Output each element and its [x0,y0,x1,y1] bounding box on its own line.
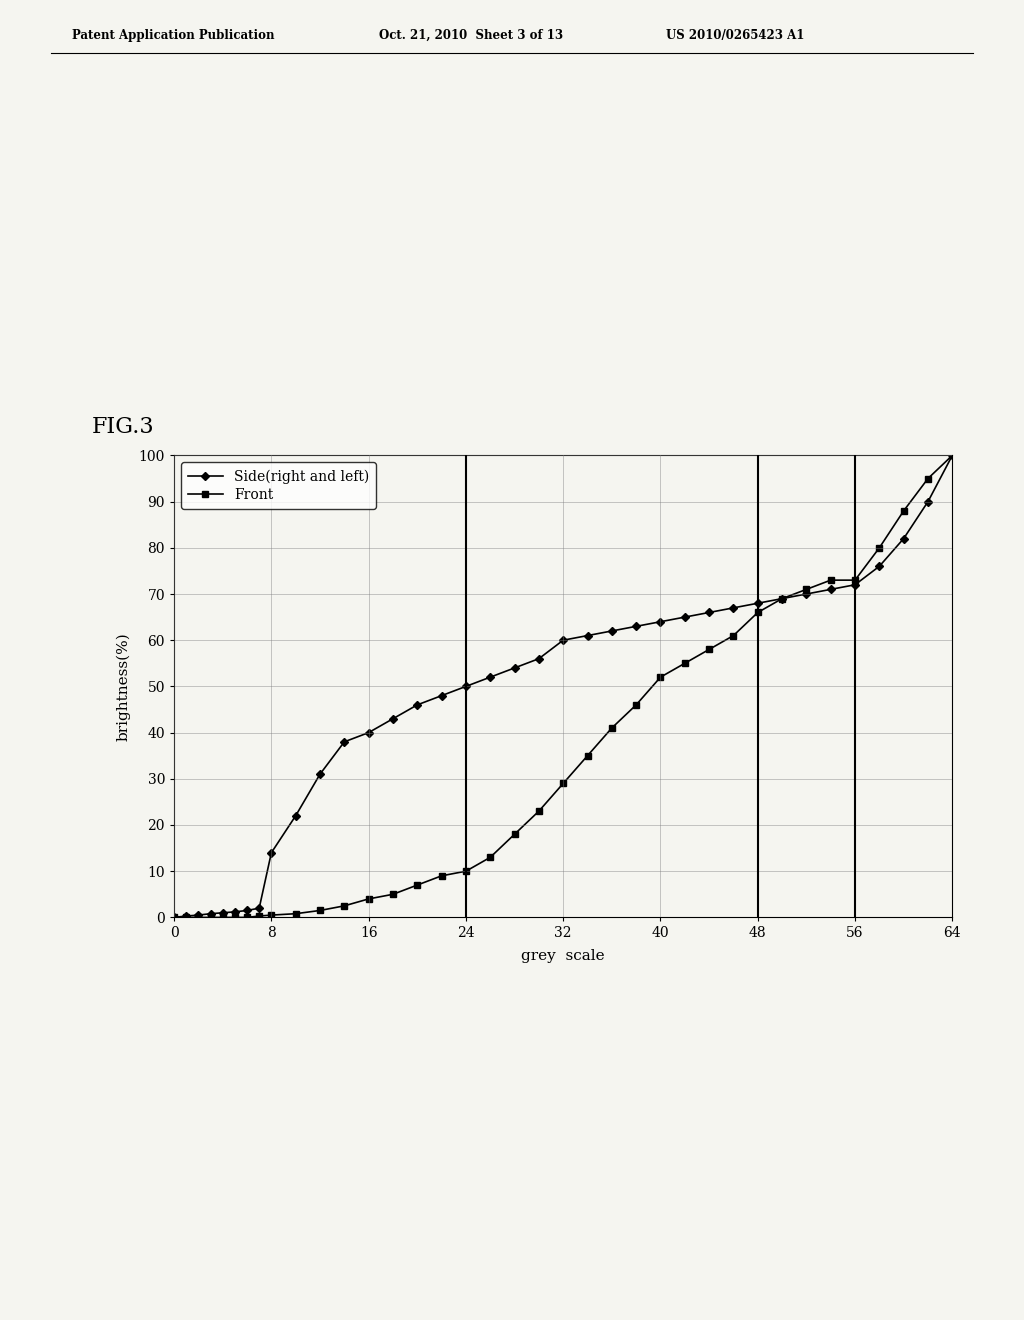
Side(right and left) [313,766,326,781]
Side(right and left) [702,605,715,620]
Front [387,887,399,903]
Text: US 2010/0265423 A1: US 2010/0265423 A1 [666,29,804,42]
Front [849,573,861,589]
Side(right and left) [679,609,691,624]
Side(right and left) [801,586,813,602]
Side(right and left) [205,906,217,921]
Side(right and left) [217,906,229,921]
Side(right and left) [922,494,934,510]
Line: Front: Front [171,453,955,920]
Side(right and left) [193,907,205,923]
Side(right and left) [362,725,375,741]
Front [752,605,764,620]
Front [168,909,180,925]
Front [253,908,265,924]
Side(right and left) [727,599,739,615]
Front [582,747,594,763]
Front [727,627,739,643]
Front [193,909,205,925]
Front [228,909,241,925]
Front [338,898,350,913]
Front [241,909,253,925]
Front [217,909,229,925]
Front [946,447,958,463]
Side(right and left) [253,900,265,916]
Side(right and left) [228,904,241,920]
Side(right and left) [387,710,399,726]
Side(right and left) [265,845,278,861]
Side(right and left) [484,669,497,685]
Side(right and left) [180,908,193,924]
Side(right and left) [776,590,788,606]
Front [435,869,447,884]
Front [557,776,569,792]
Front [484,850,497,866]
Front [460,863,472,879]
Front [362,891,375,907]
Front [873,540,886,556]
Side(right and left) [897,531,910,546]
Side(right and left) [241,903,253,919]
Side(right and left) [532,651,545,667]
Side(right and left) [654,614,667,630]
Front [180,909,193,925]
Front [679,655,691,671]
Side(right and left) [460,678,472,694]
Side(right and left) [824,581,837,597]
Front [776,590,788,606]
Front [205,909,217,925]
Front [824,573,837,589]
Front [532,803,545,818]
Front [411,878,424,894]
Y-axis label: brightness(%): brightness(%) [116,632,130,741]
Front [702,642,715,657]
X-axis label: grey  scale: grey scale [521,949,605,962]
Side(right and left) [873,558,886,574]
Front [801,581,813,597]
Side(right and left) [290,808,302,824]
Front [654,669,667,685]
Side(right and left) [338,734,350,750]
Side(right and left) [411,697,424,713]
Front [509,826,521,842]
Side(right and left) [752,595,764,611]
Side(right and left) [435,688,447,704]
Side(right and left) [849,577,861,593]
Side(right and left) [606,623,618,639]
Side(right and left) [557,632,569,648]
Front [290,906,302,921]
Front [313,903,326,919]
Legend: Side(right and left), Front: Side(right and left), Front [181,462,376,508]
Front [265,907,278,923]
Front [922,471,934,487]
Side(right and left) [946,447,958,463]
Side(right and left) [509,660,521,676]
Line: Side(right and left): Side(right and left) [171,453,955,920]
Front [897,503,910,519]
Side(right and left) [168,909,180,925]
Side(right and left) [582,627,594,643]
Front [606,721,618,737]
Text: Oct. 21, 2010  Sheet 3 of 13: Oct. 21, 2010 Sheet 3 of 13 [379,29,563,42]
Text: FIG.3: FIG.3 [92,416,155,438]
Front [630,697,642,713]
Side(right and left) [630,618,642,634]
Text: Patent Application Publication: Patent Application Publication [72,29,274,42]
